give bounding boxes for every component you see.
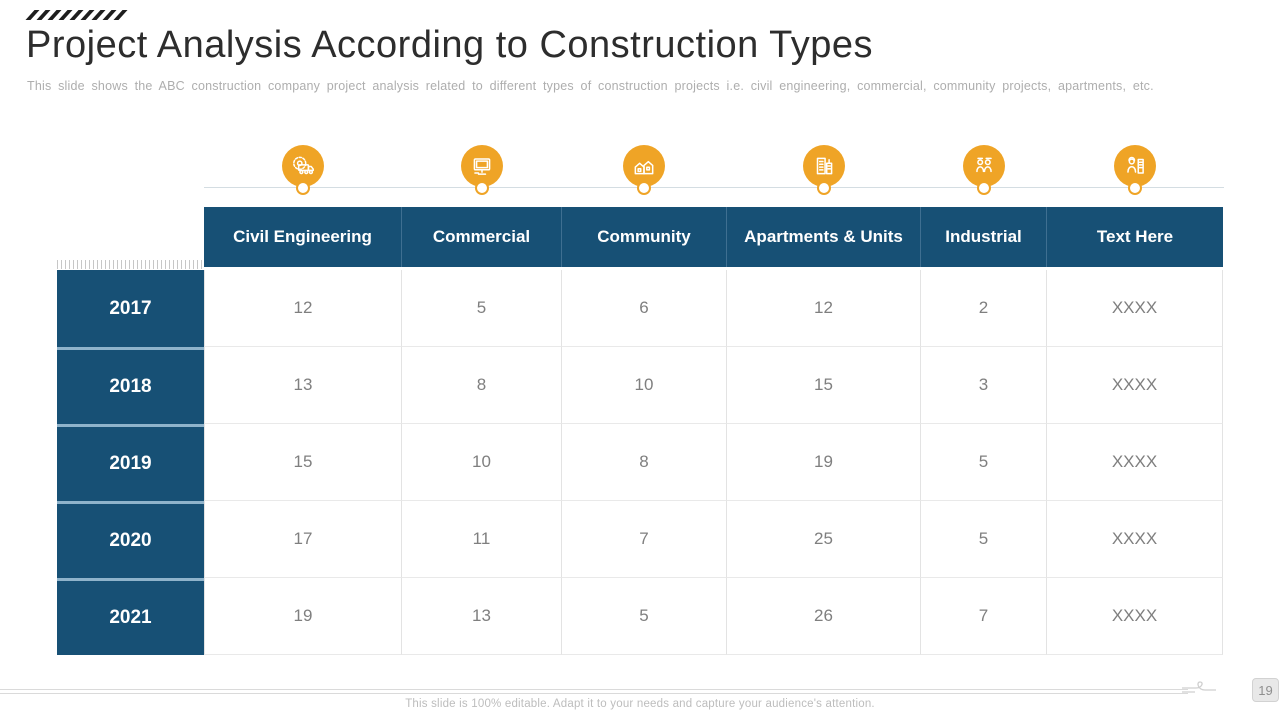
row-header-year: 2018 [57, 347, 204, 424]
civil-engineering-icon-group [280, 145, 326, 195]
table-cell: 5 [402, 270, 562, 347]
row-header-year: 2019 [57, 424, 204, 501]
table-cell: 19 [204, 578, 402, 655]
table-cell: 10 [402, 424, 562, 501]
table-row: 2017 12 5 6 12 2 XXXX [57, 270, 1223, 347]
timeline-node-icon [1128, 181, 1142, 195]
table-cell: XXXX [1047, 270, 1223, 347]
apartment-building-icon [803, 145, 845, 187]
table-cell: 5 [921, 424, 1047, 501]
table-cell: 7 [921, 578, 1047, 655]
apartments-icon-group [801, 145, 847, 195]
table-row: 2021 19 13 5 26 7 XXXX [57, 578, 1223, 655]
ribbon-curl-icon [1182, 678, 1216, 702]
table-cell: XXXX [1047, 347, 1223, 424]
table-cell: 17 [204, 501, 402, 578]
commercial-icon-group [459, 145, 505, 195]
page-number-badge: 19 [1252, 678, 1279, 702]
timeline-node-icon [475, 181, 489, 195]
row-header-year: 2020 [57, 501, 204, 578]
table-cell: 8 [562, 424, 727, 501]
table-cell: 25 [727, 501, 921, 578]
footer-rule-bottom [0, 693, 1188, 694]
table-row: 2018 13 8 10 15 3 XXXX [57, 347, 1223, 424]
table-header-row: Civil Engineering Commercial Community A… [57, 207, 1223, 267]
industrial-icon-group [961, 145, 1007, 195]
monitor-commerce-icon [461, 145, 503, 187]
column-header-community: Community [562, 207, 727, 267]
construction-analysis-table: Civil Engineering Commercial Community A… [57, 207, 1223, 655]
column-header-commercial: Commercial [402, 207, 562, 267]
table-cell: 10 [562, 347, 727, 424]
table-cell: 15 [727, 347, 921, 424]
table-cell: 15 [204, 424, 402, 501]
column-header-apartments-units: Apartments & Units [727, 207, 921, 267]
footer-rule-top [0, 689, 1188, 690]
table-cell: 12 [204, 270, 402, 347]
page-subtitle: This slide shows the ABC construction co… [27, 79, 1154, 93]
timeline-node-icon [977, 181, 991, 195]
table-cell: 13 [204, 347, 402, 424]
column-header-civil-engineering: Civil Engineering [204, 207, 402, 267]
timeline-node-icon [296, 181, 310, 195]
timeline-node-icon [817, 181, 831, 195]
table-cell: 19 [727, 424, 921, 501]
table-cell: 5 [921, 501, 1047, 578]
column-header-text-here: Text Here [1047, 207, 1223, 267]
houses-icon [623, 145, 665, 187]
icon-baseline [204, 187, 1224, 188]
builder-icon [1114, 145, 1156, 187]
text-here-icon-group [1112, 145, 1158, 195]
ruler-tick-decoration [57, 260, 204, 269]
table-cell: 6 [562, 270, 727, 347]
table-cell: XXXX [1047, 578, 1223, 655]
table-cell: XXXX [1047, 424, 1223, 501]
workers-icon [963, 145, 1005, 187]
table-row: 2019 15 10 8 19 5 XXXX [57, 424, 1223, 501]
column-header-industrial: Industrial [921, 207, 1047, 267]
table-cell: 13 [402, 578, 562, 655]
community-icon-group [621, 145, 667, 195]
row-header-year: 2017 [57, 270, 204, 347]
table-cell: 3 [921, 347, 1047, 424]
timeline-node-icon [637, 181, 651, 195]
table-cell: 8 [402, 347, 562, 424]
table-cell: XXXX [1047, 501, 1223, 578]
table-row: 2020 17 11 7 25 5 XXXX [57, 501, 1223, 578]
gear-truck-icon [282, 145, 324, 187]
hatch-decoration [25, 10, 128, 20]
table-cell: 5 [562, 578, 727, 655]
page-title: Project Analysis According to Constructi… [26, 24, 874, 66]
table-cell: 2 [921, 270, 1047, 347]
row-header-year: 2021 [57, 578, 204, 655]
table-cell: 11 [402, 501, 562, 578]
table-cell: 26 [727, 578, 921, 655]
table-corner-spacer [57, 207, 204, 267]
footer-note: This slide is 100% editable. Adapt it to… [405, 698, 875, 710]
table-cell: 7 [562, 501, 727, 578]
table-cell: 12 [727, 270, 921, 347]
